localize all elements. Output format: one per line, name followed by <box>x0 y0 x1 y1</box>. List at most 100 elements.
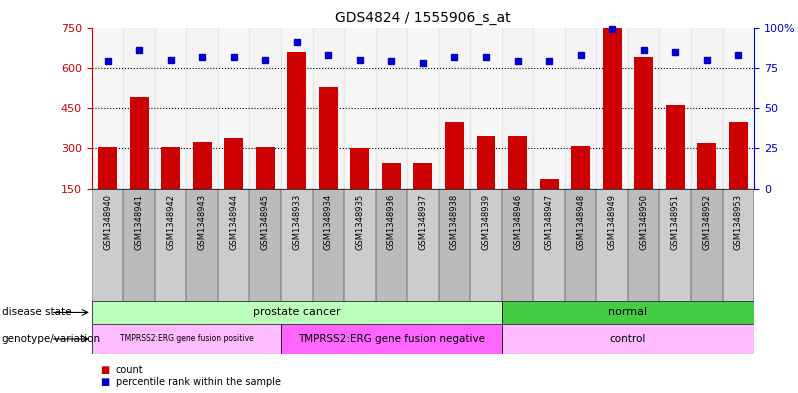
Bar <box>691 28 722 189</box>
Bar <box>218 28 250 189</box>
Text: GSM1348950: GSM1348950 <box>639 194 648 250</box>
Text: GSM1348933: GSM1348933 <box>292 194 302 250</box>
Text: GSM1348938: GSM1348938 <box>450 194 459 250</box>
Bar <box>382 163 401 189</box>
Text: TMPRSS2:ERG gene fusion negative: TMPRSS2:ERG gene fusion negative <box>298 334 485 344</box>
Bar <box>92 324 281 354</box>
Text: GSM1348942: GSM1348942 <box>166 194 175 250</box>
Bar <box>98 147 117 189</box>
Text: disease state: disease state <box>2 307 71 318</box>
Bar <box>508 136 527 189</box>
Text: GSM1348949: GSM1348949 <box>608 194 617 250</box>
Bar <box>155 189 187 301</box>
Text: prostate cancer: prostate cancer <box>253 307 341 318</box>
Bar <box>445 121 464 189</box>
Bar <box>571 146 590 189</box>
Bar <box>722 28 754 189</box>
Text: GSM1348953: GSM1348953 <box>734 194 743 250</box>
Text: percentile rank within the sample: percentile rank within the sample <box>116 377 281 387</box>
Bar <box>502 324 754 354</box>
Text: genotype/variation: genotype/variation <box>2 334 101 344</box>
Text: GSM1348951: GSM1348951 <box>671 194 680 250</box>
Bar <box>533 28 565 189</box>
Bar <box>319 86 338 189</box>
Bar <box>407 28 439 189</box>
Bar <box>666 105 685 189</box>
Bar <box>124 189 155 301</box>
Bar <box>502 189 533 301</box>
Text: TMPRSS2:ERG gene fusion positive: TMPRSS2:ERG gene fusion positive <box>120 334 253 343</box>
Bar <box>92 301 502 324</box>
Bar <box>281 189 313 301</box>
Text: GSM1348934: GSM1348934 <box>324 194 333 250</box>
Text: ■: ■ <box>100 377 109 387</box>
Bar <box>287 51 306 189</box>
Bar <box>313 189 344 301</box>
Text: GSM1348944: GSM1348944 <box>229 194 238 250</box>
Text: GSM1348952: GSM1348952 <box>702 194 711 250</box>
Bar <box>224 138 243 189</box>
Bar <box>187 28 218 189</box>
Bar <box>124 28 155 189</box>
Text: GSM1348940: GSM1348940 <box>103 194 112 250</box>
Bar <box>250 28 281 189</box>
Bar <box>502 28 533 189</box>
Bar <box>722 189 754 301</box>
Bar <box>439 28 470 189</box>
Bar <box>634 57 654 189</box>
Bar <box>187 189 218 301</box>
Bar <box>470 28 502 189</box>
Bar <box>691 189 722 301</box>
Text: GSM1348939: GSM1348939 <box>481 194 491 250</box>
Text: GSM1348947: GSM1348947 <box>544 194 554 250</box>
Bar <box>565 28 596 189</box>
Bar <box>502 301 754 324</box>
Text: count: count <box>116 365 144 375</box>
Text: GSM1348941: GSM1348941 <box>135 194 144 250</box>
Title: GDS4824 / 1555906_s_at: GDS4824 / 1555906_s_at <box>335 11 511 25</box>
Bar <box>659 189 691 301</box>
Bar <box>470 189 502 301</box>
Text: GSM1348935: GSM1348935 <box>355 194 365 250</box>
Bar <box>218 189 250 301</box>
Bar <box>350 148 369 189</box>
Bar <box>476 136 496 189</box>
Bar <box>92 189 124 301</box>
Text: GSM1348937: GSM1348937 <box>418 194 428 250</box>
Bar <box>407 189 439 301</box>
Text: GSM1348945: GSM1348945 <box>261 194 270 250</box>
Bar <box>250 189 281 301</box>
Bar <box>344 189 376 301</box>
Bar <box>539 179 559 189</box>
Bar <box>533 189 565 301</box>
Bar <box>192 141 211 189</box>
Bar <box>659 28 691 189</box>
Bar <box>596 28 628 189</box>
Bar <box>92 28 124 189</box>
Bar <box>281 28 313 189</box>
Bar <box>155 28 187 189</box>
Bar <box>256 147 275 189</box>
Bar <box>413 163 433 189</box>
Bar <box>376 28 407 189</box>
Bar <box>628 189 659 301</box>
Text: ■: ■ <box>100 365 109 375</box>
Bar <box>376 189 407 301</box>
Bar <box>439 189 470 301</box>
Bar <box>344 28 376 189</box>
Bar <box>628 28 659 189</box>
Bar <box>281 324 502 354</box>
Bar <box>313 28 344 189</box>
Text: GSM1348946: GSM1348946 <box>513 194 522 250</box>
Text: GSM1348943: GSM1348943 <box>198 194 207 250</box>
Text: normal: normal <box>608 307 647 318</box>
Bar <box>596 189 628 301</box>
Text: GSM1348936: GSM1348936 <box>387 194 396 250</box>
Bar <box>729 121 748 189</box>
Text: control: control <box>610 334 646 344</box>
Bar <box>697 143 717 189</box>
Text: GSM1348948: GSM1348948 <box>576 194 585 250</box>
Bar <box>161 147 180 189</box>
Bar <box>129 97 148 189</box>
Bar <box>565 189 596 301</box>
